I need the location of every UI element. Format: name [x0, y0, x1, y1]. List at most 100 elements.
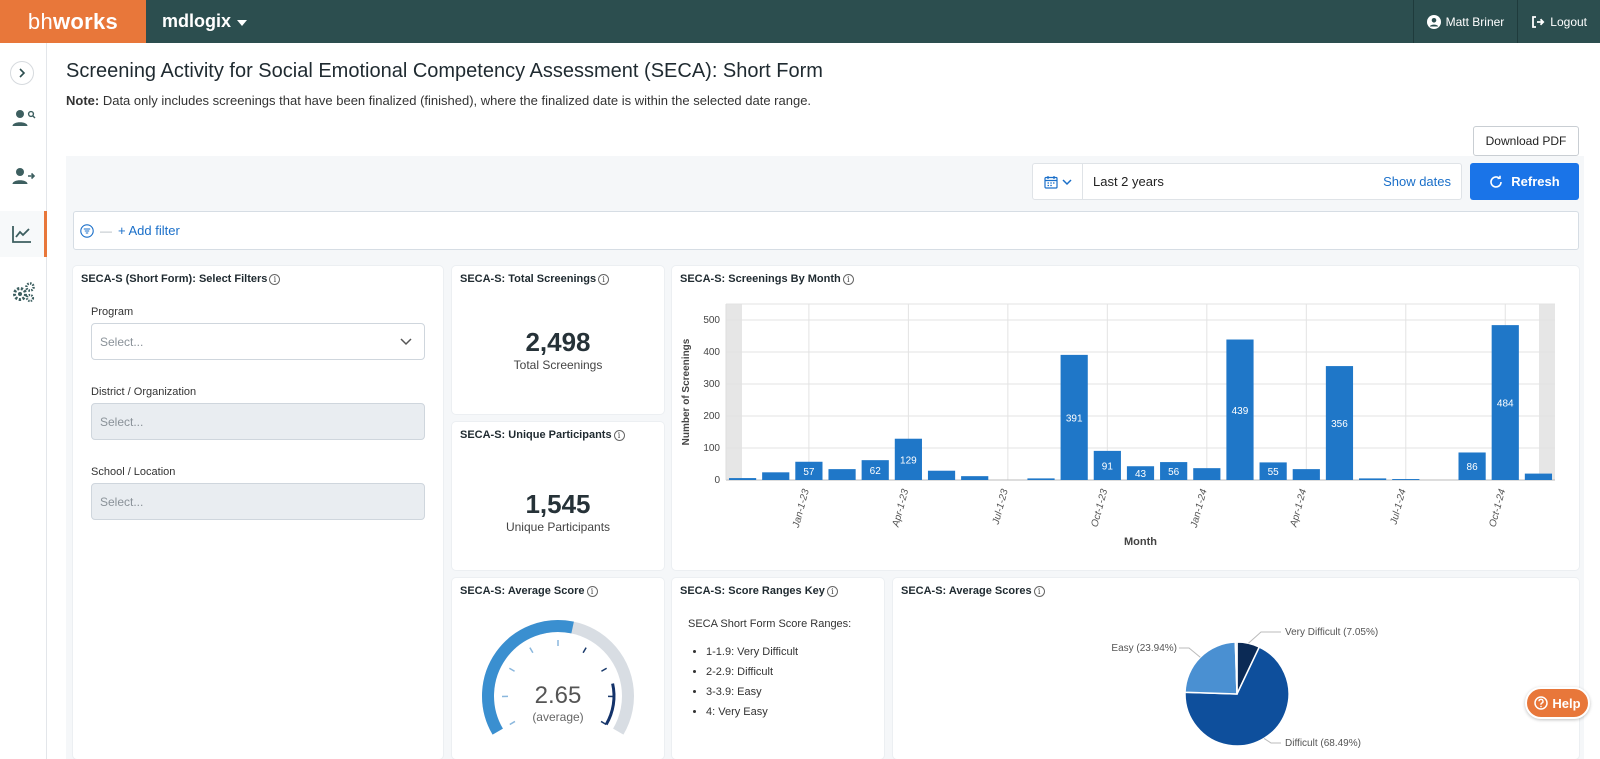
- bar: [1458, 452, 1486, 480]
- info-icon[interactable]: i: [613, 429, 625, 441]
- date-range-value: Last 2 years: [1093, 174, 1164, 189]
- sidebar-item-patient-search[interactable]: [0, 95, 47, 141]
- gauge-tick: [529, 647, 534, 654]
- brand-logo[interactable]: bh works: [0, 0, 146, 43]
- info-icon[interactable]: i: [269, 273, 281, 285]
- user-name: Matt Briner: [1445, 14, 1505, 29]
- bar: [1027, 478, 1055, 480]
- pie-slice: [1234, 641, 1238, 695]
- org-dropdown[interactable]: mdlogix: [162, 0, 248, 43]
- info-icon[interactable]: i: [586, 585, 598, 597]
- bar-value-label: 439: [1232, 406, 1249, 417]
- total-card-title: SECA-S: Total Screenings i: [460, 273, 610, 285]
- bar: [828, 469, 856, 480]
- pie-label: Very Difficult (7.05%): [1285, 627, 1378, 638]
- bar-value-label: 57: [803, 467, 815, 478]
- bar: [1060, 354, 1088, 480]
- filters-card: SECA-S (Short Form): Select Filters i Pro…: [73, 266, 443, 759]
- info-icon[interactable]: i: [1033, 585, 1045, 597]
- x-tick-label: Oct-1-24: [1487, 488, 1508, 529]
- bar-value-label: 129: [900, 455, 917, 466]
- key-card-title-text: SECA-S: Score Ranges Key: [680, 585, 825, 597]
- sidebar-item-settings[interactable]: [0, 269, 47, 315]
- plot-shade-right: [1539, 304, 1555, 480]
- add-filter-link[interactable]: + Add filter: [118, 223, 180, 238]
- average-score-card: SECA-S: Average Score i 2.65 (average): [452, 578, 664, 759]
- x-tick-label: Jul-1-24: [1388, 488, 1408, 527]
- total-screenings-label: Total Screenings: [513, 358, 603, 372]
- pie-label: Difficult (68.49%): [1285, 738, 1361, 749]
- unique-participants-value: 1,545: [525, 489, 591, 519]
- bar: [1126, 466, 1155, 480]
- x-tick-label: Jan-1-23: [791, 488, 812, 530]
- x-axis-title: Month: [1124, 536, 1157, 548]
- sidebar-item-patient-transfer[interactable]: [0, 153, 47, 199]
- average-scores-pie-chart: Very Difficult (7.05%) Difficult (68.49%)…: [1111, 627, 1378, 749]
- x-tick-label: Jul-1-23: [991, 488, 1011, 527]
- bar: [1193, 468, 1221, 480]
- bar: [1226, 339, 1254, 480]
- note-text: Note: Data only includes screenings that…: [66, 93, 811, 108]
- gauge-fill: [482, 620, 574, 735]
- bar-value-label: 484: [1497, 399, 1514, 410]
- program-select[interactable]: Select...: [91, 323, 425, 360]
- list-item: 1-1.9: Very Difficult: [706, 646, 851, 658]
- note-body: Data only includes screenings that have …: [99, 93, 812, 108]
- help-button[interactable]: Help: [1525, 687, 1590, 719]
- y-tick-label: 200: [703, 411, 720, 422]
- bar-value-label: 55: [1268, 467, 1280, 478]
- page-title: Screening Activity for Social Emotional …: [66, 60, 823, 82]
- bar-value-label: 91: [1102, 461, 1114, 472]
- gauge-tick: [508, 667, 515, 672]
- date-range-dropdown[interactable]: [1033, 164, 1083, 199]
- logout-label: Logout: [1550, 14, 1587, 29]
- bar: [1491, 325, 1519, 480]
- bar: [1160, 462, 1188, 480]
- filter-bar: — + Add filter: [73, 211, 1579, 250]
- brand-part2: works: [52, 8, 119, 34]
- info-icon[interactable]: i: [842, 273, 854, 285]
- bar: [728, 478, 757, 480]
- filter-icon[interactable]: [80, 223, 94, 238]
- info-icon[interactable]: i: [826, 585, 838, 597]
- gauge-tick: [601, 667, 608, 672]
- reports-chart-icon: [12, 226, 31, 243]
- info-icon[interactable]: i: [598, 273, 610, 285]
- bar: [1292, 469, 1320, 480]
- y-tick-label: 100: [703, 443, 720, 454]
- plot-shade-left: [726, 304, 742, 480]
- unique-card-title: SECA-S: Unique Participants i: [460, 429, 625, 441]
- bar-card-title-text: SECA-S: Screenings By Month: [680, 273, 841, 285]
- avg-card-title: SECA-S: Average Score i: [460, 585, 598, 597]
- gauge-high-band: [604, 683, 616, 726]
- screenings-bar-chart: 0 100 200 300 400 500 Jan-1-23 Apr-1-23 Jul-1-23…: [681, 303, 1555, 548]
- logout-button[interactable]: Logout: [1517, 0, 1600, 43]
- total-card-title-text: SECA-S: Total Screenings: [460, 273, 597, 285]
- list-item: 3-3.9: Easy: [706, 686, 851, 698]
- download-pdf-button[interactable]: Download PDF: [1473, 126, 1579, 156]
- district-label: District / Organization: [91, 386, 197, 398]
- refresh-button[interactable]: Refresh: [1470, 163, 1579, 200]
- unique-participants-label: Unique Participants: [505, 520, 611, 534]
- bar: [1259, 462, 1287, 480]
- x-tick-label: Oct-1-23: [1090, 488, 1111, 529]
- school-label: School / Location: [91, 466, 176, 478]
- unique-participants-card: SECA-S: Unique Participants i 1,545 Uniqu…: [452, 422, 664, 570]
- chevron-right-icon: [19, 68, 26, 78]
- list-item: 4: Very Easy: [706, 706, 851, 718]
- total-kpi: 2,498 Total Screenings: [452, 327, 664, 372]
- sidebar-expand-button[interactable]: [10, 61, 34, 85]
- district-select: Select...: [91, 403, 425, 440]
- screenings-by-month-card: SECA-S: Screenings By Month i 0 100 200 300 4…: [672, 266, 1579, 570]
- avg-card-title-text: SECA-S: Average Score: [460, 585, 585, 597]
- y-tick-label: 300: [703, 379, 720, 390]
- x-tick-label: Apr-1-24: [1288, 488, 1309, 530]
- sidebar-item-reports[interactable]: [0, 211, 47, 257]
- user-menu[interactable]: Matt Briner: [1412, 0, 1518, 43]
- list-item: 2-2.9: Difficult: [706, 666, 851, 678]
- date-range-picker[interactable]: Last 2 years Show dates: [1032, 163, 1462, 200]
- total-screenings-card: SECA-S: Total Screenings i 2,498 Total Sc…: [452, 266, 664, 414]
- show-dates-link[interactable]: Show dates: [1383, 174, 1451, 189]
- gauge-readout: 2.65 (average): [452, 682, 664, 724]
- refresh-icon: [1490, 175, 1503, 188]
